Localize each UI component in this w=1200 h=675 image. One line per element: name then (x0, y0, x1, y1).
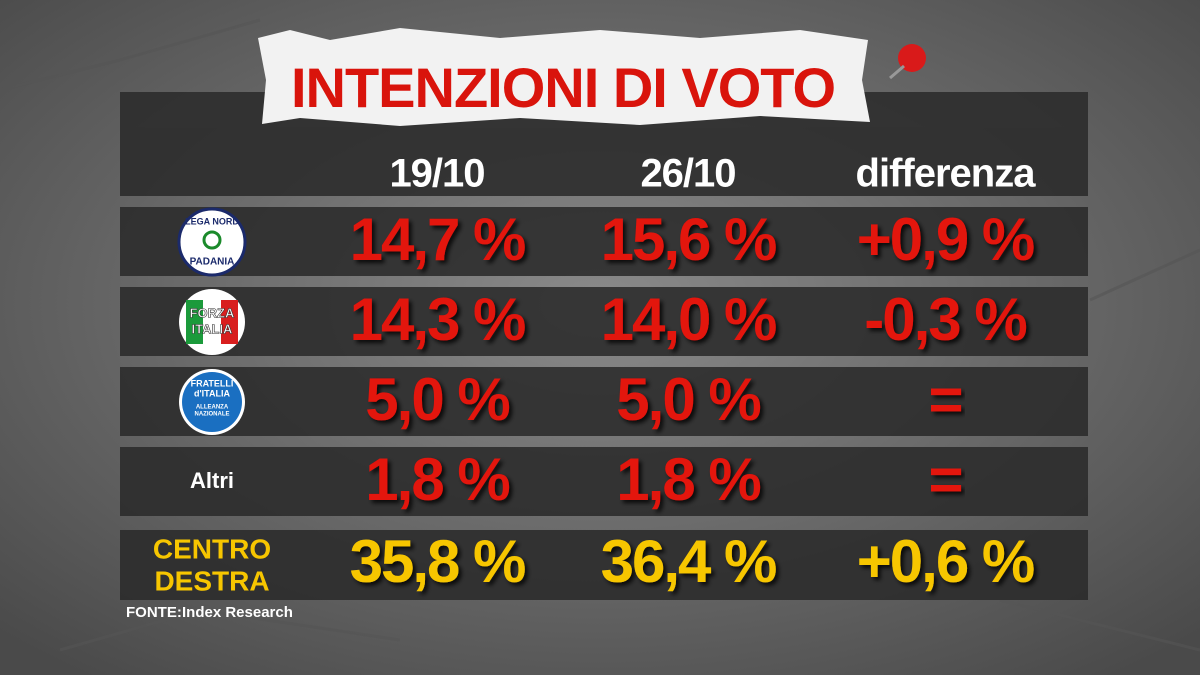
cell: -0,3 % (864, 286, 1026, 353)
cell: = (928, 366, 961, 433)
source: Index Research (182, 604, 293, 621)
fratelli-italia-logo: FRATELLI d'ITALIA ALLEANZA NAZIONALE (179, 369, 245, 435)
cell: 14,0 % (601, 286, 776, 353)
cell: 1,8 % (616, 446, 760, 513)
logo-text: ITALIA (192, 321, 234, 336)
cell: 1,8 % (365, 446, 509, 513)
logo-text: PADANIA (190, 257, 235, 268)
cell: = (928, 446, 961, 513)
cell: 14,3 % (350, 286, 525, 353)
total-cell: 36,4 % (601, 528, 776, 595)
cell: 5,0 % (616, 366, 760, 433)
lega-nord-logo: LEGA NORD PADANIA (177, 207, 247, 277)
cell: 14,7 % (350, 206, 525, 273)
forza-italia-logo: FORZA ITALIA (179, 289, 245, 355)
logo-text: ALLEANZA (196, 405, 229, 411)
logo-text: LEGA NORD (185, 216, 239, 226)
row-label: Altri (190, 468, 234, 493)
map-lines (0, 18, 1200, 652)
cell: 15,6 % (601, 206, 776, 273)
title-paper (258, 28, 926, 126)
title: INTENZIONI DI VOTO (291, 56, 835, 119)
logo-text: FRATELLI (191, 378, 234, 388)
cell: +0,9 % (857, 206, 1034, 273)
row-bands (120, 92, 1088, 600)
total-label: DESTRA (154, 565, 269, 596)
total-cell: +0,6 % (857, 528, 1034, 595)
column-header: differenza (856, 152, 1037, 196)
total-cell: 35,8 % (350, 528, 525, 595)
column-header: 26/10 (640, 152, 735, 196)
logo-text: d'ITALIA (194, 388, 230, 398)
column-header: 19/10 (389, 152, 484, 196)
logo-text: FORZA (190, 305, 235, 320)
total-label: CENTRO (153, 533, 271, 564)
cell: 5,0 % (365, 366, 509, 433)
logo-text: NAZIONALE (195, 412, 230, 418)
source-label: FONTE: (126, 604, 182, 621)
